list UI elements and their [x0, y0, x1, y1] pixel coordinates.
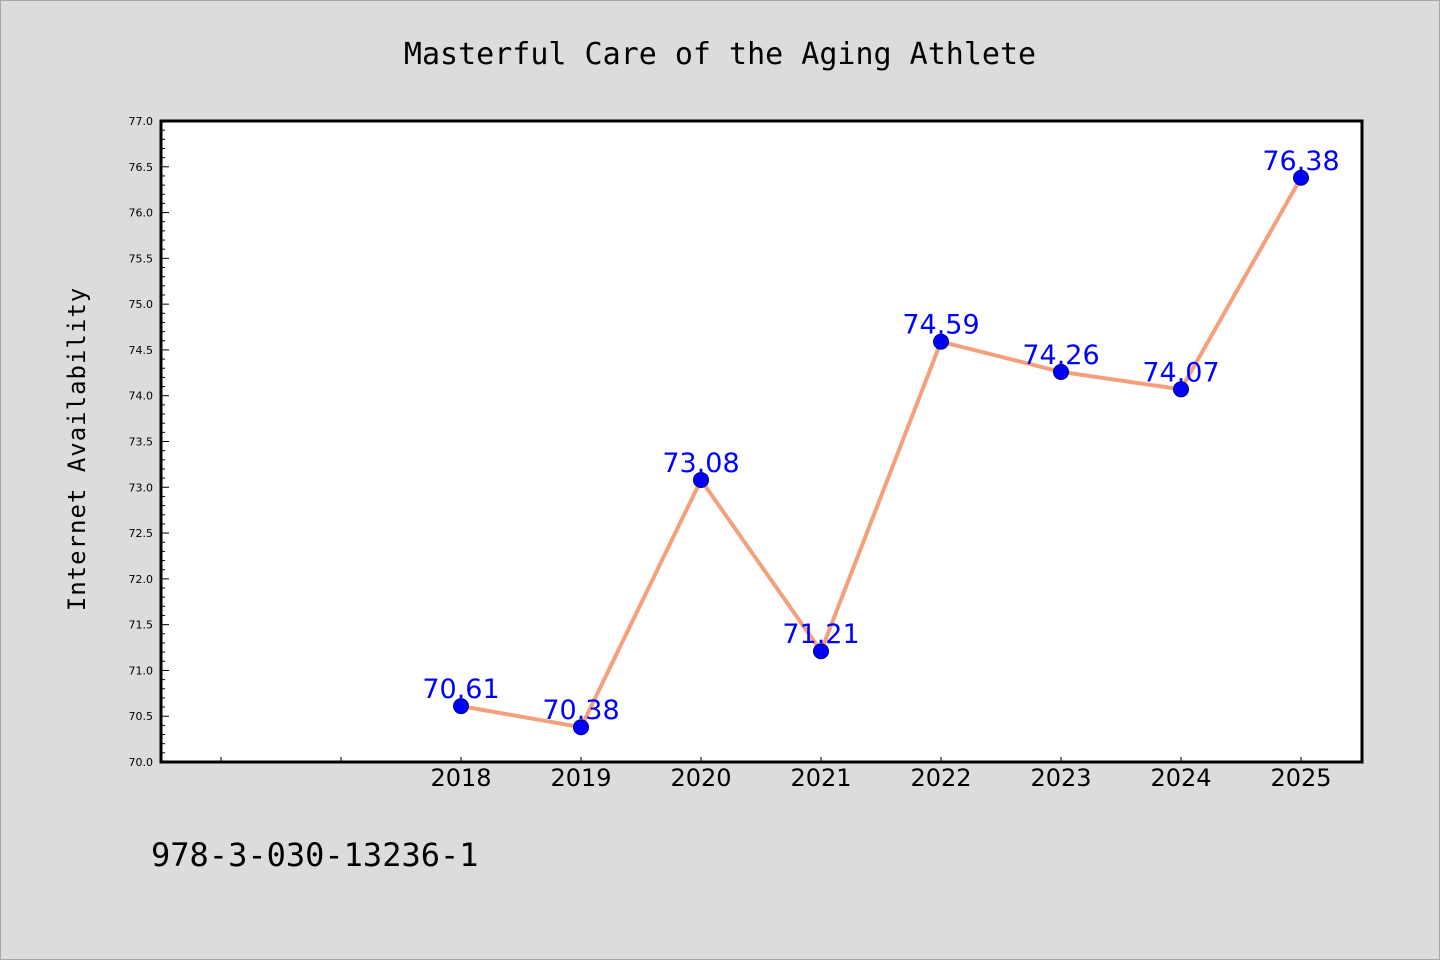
data-label: 70.38 — [542, 695, 619, 726]
series-layer: 70.61 70.38 73.08 71.21 74.59 74.26 74.07 76.38 — [422, 146, 1340, 736]
x-tick-label: 2021 — [790, 764, 851, 792]
data-point — [1173, 381, 1189, 398]
y-tick-label: 72.0 — [129, 573, 154, 586]
data-point — [933, 333, 949, 350]
y-tick-label: 74.0 — [129, 390, 154, 403]
data-label: 74.59 — [902, 310, 979, 341]
x-tick-label: 2018 — [430, 764, 491, 792]
y-tick-label: 75.5 — [129, 252, 154, 265]
y-axis-label: Internet Availability — [63, 287, 91, 611]
y-tick-label: 71.0 — [129, 664, 154, 677]
x-tick-label: 2020 — [670, 764, 731, 792]
y-tick-label: 70.5 — [129, 710, 154, 723]
data-label: 70.61 — [422, 674, 499, 705]
data-label: 73.08 — [662, 448, 739, 479]
data-point — [813, 643, 829, 660]
data-point — [1293, 169, 1309, 186]
x-tick-label: 2019 — [550, 764, 611, 792]
y-tick-label: 76.0 — [129, 207, 154, 220]
y-tick-label: 73.0 — [129, 481, 154, 494]
x-tick-label: 2023 — [1030, 764, 1091, 792]
y-tick-label: 71.5 — [129, 619, 154, 632]
y-tick-label: 75.0 — [129, 298, 154, 311]
data-label: 76.38 — [1262, 146, 1339, 177]
y-tick-label: 77.0 — [129, 115, 154, 128]
series-line — [460, 176, 1303, 730]
data-point — [453, 698, 469, 715]
x-axis-ticks: 2018 2019 2020 2021 2022 2023 2024 2025 — [220, 757, 1332, 792]
x-tick-label: 2024 — [1150, 764, 1211, 792]
data-label: 74.07 — [1142, 357, 1219, 388]
x-tick-label: 2025 — [1270, 764, 1331, 792]
chart-title: Masterful Care of the Aging Athlete — [404, 37, 1036, 72]
plot-background — [161, 121, 1362, 762]
y-tick-label: 73.5 — [129, 436, 154, 449]
data-point — [573, 719, 589, 736]
data-label: 74.26 — [1022, 340, 1099, 371]
data-label: 71.21 — [782, 619, 859, 650]
x-tick-label: 2022 — [910, 764, 971, 792]
plot-frame — [159, 119, 1364, 764]
y-tick-label: 70.0 — [129, 756, 154, 769]
y-tick-label: 76.5 — [129, 161, 154, 174]
data-point — [693, 471, 709, 488]
isbn-footer: 978-3-030-13236-1 — [151, 836, 479, 874]
y-tick-label: 74.5 — [129, 344, 154, 357]
y-tick-label: 72.5 — [129, 527, 154, 540]
data-point — [1053, 363, 1069, 380]
